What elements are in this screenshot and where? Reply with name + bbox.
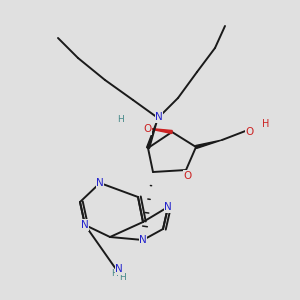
Text: N: N bbox=[81, 220, 89, 230]
Text: O: O bbox=[143, 124, 151, 134]
Text: N: N bbox=[115, 264, 123, 274]
Text: N: N bbox=[155, 112, 163, 122]
Polygon shape bbox=[147, 118, 158, 148]
Text: H: H bbox=[262, 119, 270, 129]
Text: O: O bbox=[184, 171, 192, 181]
Text: H: H bbox=[117, 115, 123, 124]
Text: N: N bbox=[164, 202, 172, 212]
Text: H: H bbox=[120, 272, 126, 281]
Polygon shape bbox=[145, 128, 172, 134]
Text: H: H bbox=[111, 269, 117, 278]
Polygon shape bbox=[196, 140, 222, 148]
Text: N: N bbox=[139, 235, 147, 245]
Text: N: N bbox=[96, 178, 104, 188]
Text: O: O bbox=[246, 127, 254, 137]
